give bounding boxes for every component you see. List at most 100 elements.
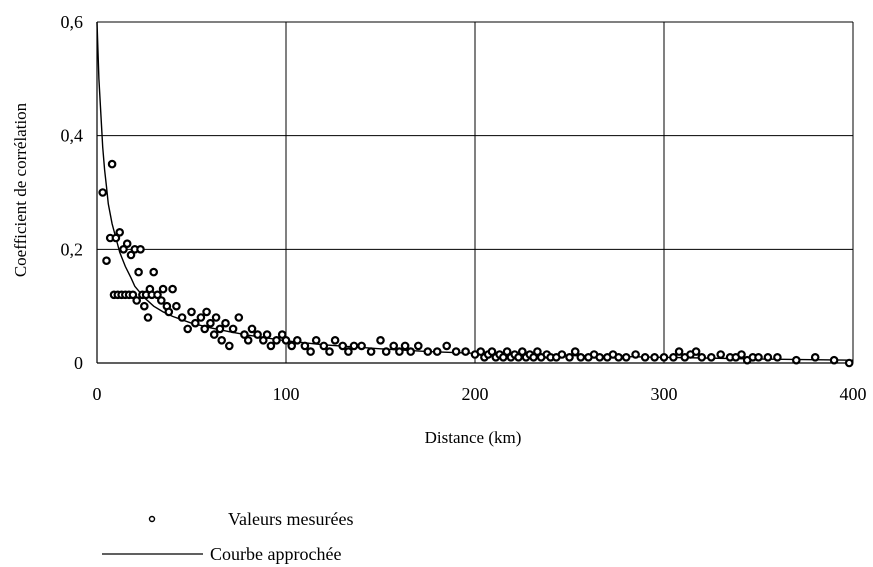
measured-point xyxy=(128,290,138,300)
measured-point xyxy=(706,352,716,362)
legend-fit-label: Courbe approchée xyxy=(210,544,341,564)
measured-point xyxy=(621,352,631,362)
measured-point xyxy=(262,330,272,339)
measured-point xyxy=(810,352,820,362)
measured-point xyxy=(240,330,249,339)
x-tick-label: 100 xyxy=(273,384,300,404)
legend: Valeurs mesurées Courbe approchée xyxy=(102,509,353,564)
measured-point xyxy=(206,318,215,328)
measured-point xyxy=(107,159,117,169)
measured-point xyxy=(650,352,659,362)
measured-point xyxy=(258,335,268,345)
legend-measured-label: Valeurs mesurées xyxy=(228,509,353,529)
measured-point xyxy=(376,335,385,345)
x-axis-title: Distance (km) xyxy=(425,428,522,447)
measured-point xyxy=(287,341,297,351)
measured-point xyxy=(451,347,461,356)
x-tick-label: 0 xyxy=(93,384,102,404)
legend-measured-marker xyxy=(148,515,156,523)
x-tick-label: 200 xyxy=(462,384,489,404)
measured-point xyxy=(177,313,187,322)
measured-point xyxy=(413,341,423,351)
measured-point xyxy=(389,341,399,351)
y-tick-label: 0,2 xyxy=(61,239,84,259)
measured-point xyxy=(202,307,211,317)
measured-point xyxy=(191,318,200,328)
measured-point xyxy=(691,347,701,356)
measured-point xyxy=(126,250,136,260)
measured-point xyxy=(247,324,257,334)
measured-point xyxy=(349,341,359,351)
measured-point xyxy=(122,239,132,249)
measured-point xyxy=(659,352,669,362)
y-tick-label: 0 xyxy=(74,353,83,373)
measured-point xyxy=(631,350,640,359)
measured-point xyxy=(557,350,567,359)
measured-point xyxy=(292,335,302,345)
measured-point xyxy=(200,324,210,334)
tick-labels: 0 100 200 300 400 0 0,2 0,4 0,6 xyxy=(61,12,867,404)
measured-point xyxy=(357,341,366,351)
measured-point xyxy=(168,284,177,294)
measured-point xyxy=(217,335,227,345)
measured-point xyxy=(502,347,512,356)
measured-point xyxy=(338,341,348,351)
measured-point xyxy=(134,267,143,277)
measured-point xyxy=(614,352,623,362)
measured-point xyxy=(791,355,801,365)
measured-point xyxy=(153,290,162,300)
measured-point xyxy=(277,330,287,339)
measured-point xyxy=(697,352,707,362)
measured-point xyxy=(243,335,253,345)
measured-point xyxy=(400,341,410,351)
measured-point xyxy=(115,228,125,237)
measured-point xyxy=(674,347,684,356)
measured-point xyxy=(234,313,244,322)
measured-point xyxy=(143,313,153,322)
measured-point xyxy=(754,352,763,362)
measured-point xyxy=(716,350,726,359)
measured-point xyxy=(406,347,416,356)
measured-point xyxy=(763,352,773,362)
measured-point xyxy=(570,347,580,356)
measured-point xyxy=(300,341,310,351)
measured-point xyxy=(266,341,276,351)
measured-point xyxy=(209,330,219,339)
measured-point xyxy=(136,245,145,254)
measured-point xyxy=(487,347,497,356)
measured-point xyxy=(102,256,111,266)
measured-point xyxy=(498,352,508,362)
axes xyxy=(96,22,853,364)
measured-point xyxy=(172,301,181,311)
measured-point xyxy=(576,352,586,362)
measured-point xyxy=(366,347,376,356)
x-tick-label: 300 xyxy=(651,384,678,404)
measured-point xyxy=(253,330,262,339)
measured-point xyxy=(119,245,128,254)
measured-point xyxy=(517,347,527,356)
measured-point xyxy=(225,341,234,351)
measured-point xyxy=(140,301,149,311)
grid xyxy=(97,21,854,363)
measured-point xyxy=(111,233,121,243)
measured-point xyxy=(442,341,452,351)
measured-point xyxy=(98,188,108,197)
measured-point xyxy=(829,355,839,365)
measured-point xyxy=(344,347,353,356)
y-tick-label: 0,6 xyxy=(61,12,84,32)
measured-point xyxy=(669,352,678,362)
measured-point xyxy=(215,324,225,334)
measured-point xyxy=(281,335,291,345)
x-tick-label: 400 xyxy=(840,384,867,404)
measured-point xyxy=(187,307,196,317)
measured-point xyxy=(196,313,206,322)
measured-point xyxy=(423,347,433,356)
measured-point xyxy=(533,347,542,356)
measured-point xyxy=(595,352,605,362)
measured-point xyxy=(325,347,334,356)
measured-point xyxy=(228,324,238,334)
measured-point xyxy=(311,335,321,345)
measured-point xyxy=(149,267,159,277)
measured-points-series xyxy=(98,159,854,368)
